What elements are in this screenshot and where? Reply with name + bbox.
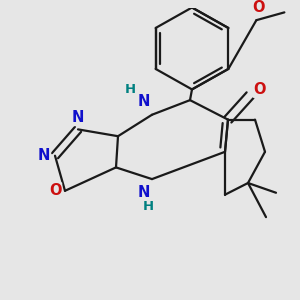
Text: H: H — [124, 83, 136, 96]
Text: O: O — [254, 82, 266, 97]
Text: N: N — [138, 185, 150, 200]
Text: H: H — [142, 200, 154, 213]
Text: N: N — [72, 110, 84, 125]
Text: N: N — [138, 94, 150, 109]
Text: O: O — [252, 0, 265, 15]
Text: O: O — [49, 183, 61, 198]
Text: N: N — [38, 148, 50, 163]
